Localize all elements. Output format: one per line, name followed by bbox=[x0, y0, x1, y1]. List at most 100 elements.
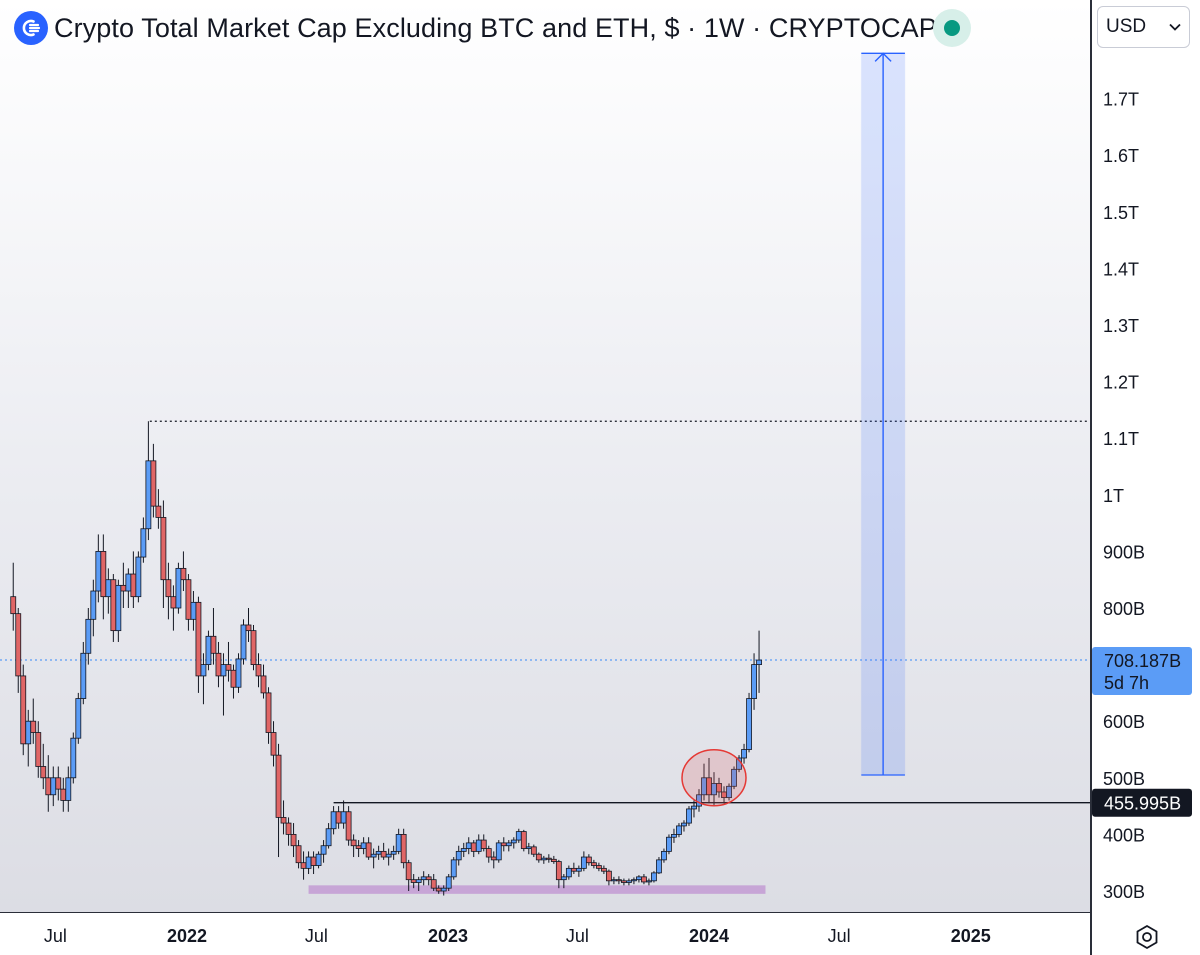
candle-body[interactable] bbox=[235, 658, 242, 688]
candle-body[interactable] bbox=[661, 850, 667, 861]
candle-body[interactable] bbox=[135, 556, 142, 598]
candle-body[interactable] bbox=[460, 848, 467, 852]
candle-body[interactable] bbox=[610, 879, 617, 882]
candle-body[interactable] bbox=[450, 859, 457, 878]
candle-body[interactable] bbox=[180, 567, 187, 581]
candle-body[interactable] bbox=[280, 817, 287, 824]
candle-body[interactable] bbox=[250, 630, 257, 666]
candle-body[interactable] bbox=[160, 517, 167, 581]
candle-body[interactable] bbox=[175, 567, 182, 609]
candle-body[interactable] bbox=[430, 879, 437, 889]
candle-body[interactable] bbox=[530, 846, 537, 855]
candle-body[interactable] bbox=[230, 669, 237, 688]
candle-body[interactable] bbox=[545, 857, 552, 860]
candle-body[interactable] bbox=[145, 460, 152, 530]
candle-body[interactable] bbox=[215, 652, 222, 677]
candle-body[interactable] bbox=[155, 505, 162, 518]
candle-body[interactable] bbox=[445, 876, 452, 889]
candle-body[interactable] bbox=[10, 596, 17, 615]
candle-body[interactable] bbox=[691, 805, 697, 810]
candle-body[interactable] bbox=[676, 825, 682, 835]
candle-body[interactable] bbox=[320, 845, 327, 855]
candle-body[interactable] bbox=[85, 618, 92, 654]
candle-body[interactable] bbox=[345, 811, 352, 841]
candle-body[interactable] bbox=[125, 573, 132, 592]
candle-body[interactable] bbox=[270, 732, 277, 756]
candle-body[interactable] bbox=[255, 664, 262, 677]
candle-body[interactable] bbox=[510, 839, 517, 844]
candle-body[interactable] bbox=[205, 635, 212, 665]
candle-body[interactable] bbox=[70, 737, 77, 779]
candle-body[interactable] bbox=[25, 720, 32, 745]
candle-body[interactable] bbox=[400, 834, 407, 864]
candle-body[interactable] bbox=[90, 590, 97, 620]
candle-body[interactable] bbox=[540, 857, 547, 861]
candle-body[interactable] bbox=[600, 867, 607, 872]
candle-body[interactable] bbox=[325, 828, 332, 847]
candle-body[interactable] bbox=[716, 783, 722, 793]
candle-body[interactable] bbox=[300, 862, 307, 869]
market-status-indicator[interactable] bbox=[933, 9, 971, 47]
candle-body[interactable] bbox=[580, 856, 587, 869]
candle-body[interactable] bbox=[751, 664, 757, 699]
candle-body[interactable] bbox=[150, 460, 157, 507]
candle-body[interactable] bbox=[470, 842, 477, 852]
candle-body[interactable] bbox=[165, 579, 172, 598]
candle-body[interactable] bbox=[550, 858, 557, 862]
candle-body[interactable] bbox=[35, 732, 42, 767]
candle-body[interactable] bbox=[20, 675, 27, 745]
candle-body[interactable] bbox=[365, 842, 372, 858]
candle-body[interactable] bbox=[485, 848, 492, 858]
candle-body[interactable] bbox=[105, 579, 112, 598]
candle-body[interactable] bbox=[115, 584, 122, 632]
candle-body[interactable] bbox=[130, 573, 137, 598]
candle-body[interactable] bbox=[240, 624, 247, 660]
candle-body[interactable] bbox=[65, 777, 72, 801]
candle-body[interactable] bbox=[651, 872, 657, 882]
candle-body[interactable] bbox=[275, 754, 282, 818]
candle-body[interactable] bbox=[726, 785, 732, 799]
candle-body[interactable] bbox=[185, 579, 192, 620]
currency-select[interactable]: USD bbox=[1097, 6, 1190, 48]
candle-body[interactable] bbox=[455, 850, 462, 861]
candle-body[interactable] bbox=[756, 659, 762, 666]
candle-body[interactable] bbox=[265, 692, 272, 733]
candle-body[interactable] bbox=[220, 664, 227, 677]
candle-body[interactable] bbox=[741, 749, 747, 759]
candle-body[interactable] bbox=[310, 856, 317, 866]
candle-body[interactable] bbox=[465, 842, 472, 849]
candle-body[interactable] bbox=[495, 842, 502, 861]
candle-body[interactable] bbox=[375, 850, 382, 855]
candle-body[interactable] bbox=[555, 861, 562, 881]
candle-body[interactable] bbox=[525, 846, 532, 849]
candle-body[interactable] bbox=[195, 601, 202, 677]
candle-body[interactable] bbox=[565, 867, 572, 878]
candle-body[interactable] bbox=[490, 856, 497, 861]
candle-body[interactable] bbox=[731, 768, 737, 787]
candle-body[interactable] bbox=[60, 788, 67, 801]
chart-settings-button[interactable] bbox=[1132, 922, 1162, 952]
candle-body[interactable] bbox=[260, 675, 267, 694]
candle-body[interactable] bbox=[380, 850, 387, 858]
candle-body[interactable] bbox=[631, 879, 637, 882]
candle-body[interactable] bbox=[335, 811, 342, 824]
candle-body[interactable] bbox=[200, 664, 207, 677]
candle-body[interactable] bbox=[500, 842, 507, 847]
candle-body[interactable] bbox=[621, 880, 627, 883]
candle-body[interactable] bbox=[350, 839, 357, 847]
candle-body[interactable] bbox=[305, 856, 312, 869]
candle-body[interactable] bbox=[290, 834, 297, 847]
candle-body[interactable] bbox=[570, 867, 577, 872]
candle-body[interactable] bbox=[210, 635, 217, 654]
candle-body[interactable] bbox=[405, 862, 412, 881]
candle-body[interactable] bbox=[616, 879, 622, 882]
candle-body[interactable] bbox=[440, 887, 447, 892]
candle-body[interactable] bbox=[480, 839, 487, 849]
candle-body[interactable] bbox=[30, 720, 37, 733]
candle-body[interactable] bbox=[395, 834, 402, 852]
candle-body[interactable] bbox=[505, 842, 512, 847]
candle-body[interactable] bbox=[330, 811, 337, 830]
candle-body[interactable] bbox=[315, 853, 322, 866]
candle-body[interactable] bbox=[515, 831, 522, 841]
